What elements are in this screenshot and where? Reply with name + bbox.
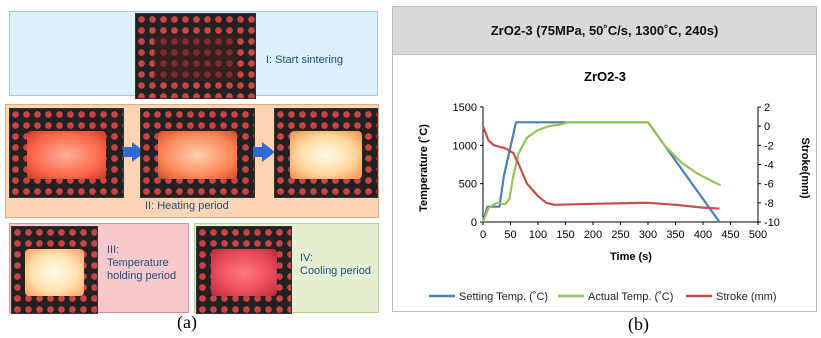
x-tick-label: 500 bbox=[749, 229, 767, 241]
x-tick-label: 450 bbox=[721, 229, 739, 241]
x-tick-label: 200 bbox=[584, 229, 602, 241]
x-tick-label: 50 bbox=[504, 229, 516, 241]
y2-axis-label: Stroke(mm) bbox=[799, 137, 811, 198]
caption-a: (a) bbox=[177, 312, 197, 332]
stage1-label: I: Start sintering bbox=[266, 54, 344, 66]
stage2-glow-1 bbox=[26, 131, 107, 180]
stage2-photo-3 bbox=[274, 108, 378, 198]
y2-tick-label: -6 bbox=[764, 179, 774, 191]
stage3-photo bbox=[11, 226, 98, 314]
chart-axes: 0 50 100 150 200 250 300 350 400 450 500 0 500 1000 15… bbox=[453, 102, 780, 241]
legend-label-1: Actual Temp. (˚C) bbox=[588, 291, 673, 303]
legend-label-0: Setting Temp. (˚C) bbox=[459, 291, 548, 303]
series-line-1 bbox=[481, 121, 722, 223]
legend-label-2: Stroke (mm) bbox=[716, 291, 777, 303]
x-axis-label: Time (s) bbox=[610, 251, 652, 263]
x-tick-label: 350 bbox=[666, 229, 684, 241]
x-tick-label: 150 bbox=[556, 229, 574, 241]
stage4-glow bbox=[211, 248, 277, 296]
x-tick-label: 100 bbox=[529, 229, 547, 241]
y-axis-label: Temperature (˚C) bbox=[418, 124, 430, 212]
y-tick-label: 500 bbox=[459, 179, 477, 191]
caption-b: (b) bbox=[628, 314, 649, 334]
x-tick-label: 300 bbox=[639, 229, 657, 241]
x-tick-label: 250 bbox=[611, 229, 629, 241]
stage3-glow bbox=[24, 248, 85, 296]
stage1-photo bbox=[135, 13, 256, 99]
y-tick-label: 1500 bbox=[453, 102, 477, 114]
x-tick-label: 400 bbox=[694, 229, 712, 241]
chart-svg: ZrO2-3 0 50 100 150 200 250 300 350 400 450 500 0 50… bbox=[418, 69, 811, 303]
stage2-glow-2 bbox=[157, 131, 238, 180]
chart-lines bbox=[481, 121, 722, 223]
x-tick-label: 0 bbox=[480, 229, 486, 241]
stage4-label: IV: Cooling period bbox=[300, 252, 371, 277]
chart-frame: ZrO2-3 (75MPa, 50˚C/s, 1300˚C, 240s) ZrO… bbox=[392, 6, 817, 312]
stage4-photo bbox=[196, 226, 292, 314]
stage2-glow-3 bbox=[290, 131, 362, 180]
arrow-right-icon bbox=[253, 142, 275, 162]
series-line-0 bbox=[481, 121, 721, 223]
stage2-photo-1 bbox=[9, 108, 124, 198]
y-tick-label: 0 bbox=[471, 217, 477, 229]
stage1-glow bbox=[153, 35, 238, 82]
y2-tick-label: -2 bbox=[764, 140, 774, 152]
y2-tick-label: -10 bbox=[764, 217, 780, 229]
chart-title: ZrO2-3 bbox=[584, 69, 626, 84]
y2-tick-label: 0 bbox=[764, 121, 770, 133]
stage2-label: II: Heating period bbox=[145, 200, 229, 212]
stage2-photo-2 bbox=[140, 108, 255, 198]
y-tick-label: 1000 bbox=[453, 140, 477, 152]
y2-tick-label: -8 bbox=[764, 198, 774, 210]
series-line-2 bbox=[481, 125, 720, 210]
stage3-label: III: Temperature holding period bbox=[107, 244, 177, 282]
chart-legend: Setting Temp. (˚C) Actual Temp. (˚C) Strok… bbox=[429, 291, 777, 303]
y2-tick-label: -4 bbox=[764, 160, 774, 172]
chart-header: ZrO2-3 (75MPa, 50˚C/s, 1300˚C, 240s) bbox=[393, 7, 816, 55]
y2-tick-label: 2 bbox=[764, 102, 770, 114]
